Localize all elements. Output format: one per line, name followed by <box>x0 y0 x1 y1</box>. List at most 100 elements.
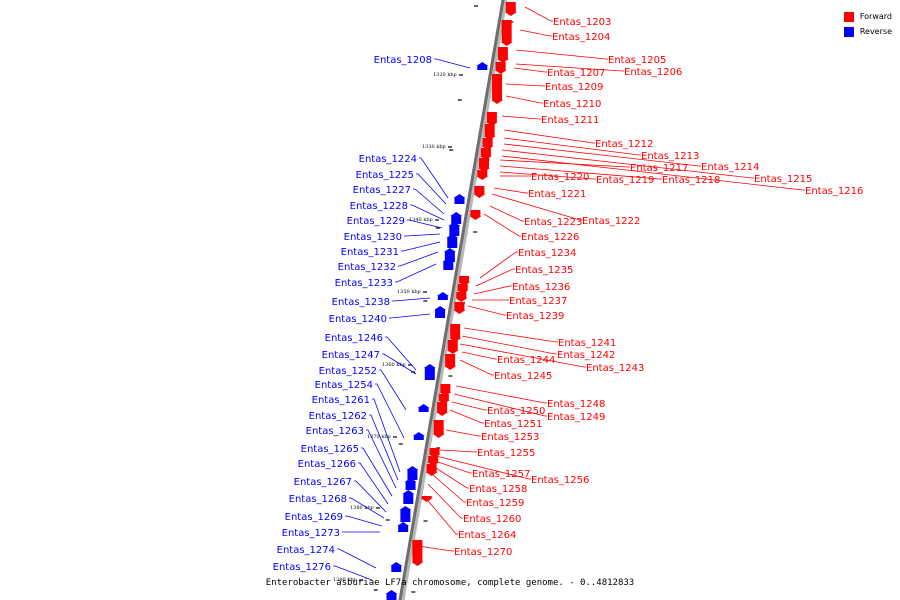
forward-gene-label: Entas_1248 <box>547 399 605 410</box>
forward-label-connector <box>491 193 582 221</box>
forward-gene <box>477 170 488 176</box>
reverse-gene-label: Entas_1254 <box>315 380 373 391</box>
reverse-label-connector <box>413 188 445 215</box>
reverse-gene-head <box>412 432 425 436</box>
gene-arrows <box>385 2 517 600</box>
forward-gene-label: Entas_1205 <box>608 55 666 66</box>
forward-label-connector <box>501 115 541 120</box>
reverse-gene-head <box>448 222 461 226</box>
reverse-gene-head <box>423 364 436 368</box>
forward-gene-label: Entas_1221 <box>528 189 586 200</box>
reverse-label-connector <box>434 58 471 69</box>
forward-gene <box>505 2 516 12</box>
forward-gene-head <box>436 412 449 416</box>
forward-gene-label: Entas_1251 <box>484 419 542 430</box>
reverse-gene-head <box>385 590 398 594</box>
forward-gene-label: Entas_1219 <box>596 175 654 186</box>
reverse-gene <box>435 310 446 318</box>
forward-gene <box>445 354 456 366</box>
forward-label-connector <box>503 143 701 167</box>
forward-gene-head <box>496 59 509 63</box>
reverse-label-connector <box>407 219 443 229</box>
forward-gene-label: Entas_1211 <box>541 115 599 126</box>
forward-label-connector <box>475 268 515 287</box>
forward-gene-head <box>469 216 482 220</box>
forward-gene <box>459 276 470 282</box>
reverse-gene-label: Entas_1276 <box>273 562 331 573</box>
forward-gene <box>437 402 448 412</box>
forward-gene-label: Entas_1218 <box>662 175 720 186</box>
forward-gene-head <box>476 176 489 180</box>
forward-gene <box>492 74 503 100</box>
forward-gene-label: Entas_1270 <box>454 547 512 558</box>
forward-label-connector <box>513 67 547 73</box>
forward-label-connector <box>459 359 494 376</box>
reverse-gene-label: Entas_1262 <box>309 411 367 422</box>
forward-gene-label: Entas_1237 <box>509 296 567 307</box>
forward-gene <box>450 324 461 338</box>
reverse-label-connector <box>404 233 441 237</box>
forward-gene-label: Entas_1222 <box>582 216 640 227</box>
forward-swatch <box>843 11 854 22</box>
reverse-gene-head <box>476 62 489 66</box>
forward-label-connector <box>455 385 547 404</box>
reverse-gene <box>386 594 397 600</box>
forward-gene <box>479 158 490 168</box>
reverse-gene <box>407 470 418 480</box>
forward-gene-label: Entas_1235 <box>515 265 573 276</box>
forward-gene <box>421 496 432 498</box>
forward-gene-head <box>453 310 466 314</box>
reverse-gene-label: Entas_1247 <box>322 350 380 361</box>
forward-gene-head <box>455 298 468 302</box>
forward-label-connector <box>461 335 557 355</box>
reverse-gene-head <box>404 478 417 482</box>
forward-gene <box>480 148 491 156</box>
forward-gene <box>429 448 440 454</box>
forward-gene <box>412 540 423 562</box>
kbp-tick-label: 1380 kbp <box>350 505 374 511</box>
reverse-gene-label: Entas_1273 <box>282 528 340 539</box>
reverse-label-connector <box>416 173 447 205</box>
forward-label-connector <box>489 205 524 222</box>
forward-gene-label: Entas_1203 <box>553 17 611 28</box>
forward-label-connector <box>431 473 466 503</box>
reverse-gene-label: Entas_1274 <box>277 545 335 556</box>
reverse-label-connector <box>395 263 437 283</box>
forward-gene-label: Entas_1260 <box>463 514 521 525</box>
kbp-tick-label: 1360 kbp <box>382 362 406 368</box>
reverse-label-connector <box>392 297 431 302</box>
forward-label-connector <box>463 327 558 343</box>
reverse-label-connector <box>345 515 383 527</box>
backbone-line <box>398 0 505 600</box>
reverse-gene-label: Entas_1227 <box>353 185 411 196</box>
forward-gene <box>454 302 465 310</box>
reverse-label-connector <box>361 447 393 497</box>
reverse-label-connector <box>375 383 405 439</box>
forward-label-connector <box>501 149 754 179</box>
forward-gene-label: Entas_1236 <box>512 282 570 293</box>
forward-gene-head <box>500 42 513 46</box>
reverse-label-connector <box>337 548 377 569</box>
reverse-gene-label: Entas_1266 <box>298 459 356 470</box>
genome-caption: Enterobacter asburiae LF7a chromosome, c… <box>265 578 635 588</box>
forward-gene-label: Entas_1239 <box>506 311 564 322</box>
chromosome-backbone <box>398 0 508 600</box>
forward-label-connector <box>524 6 553 22</box>
reverse-gene-label: Entas_1263 <box>306 426 364 437</box>
forward-label-connector <box>505 95 543 104</box>
forward-gene-head <box>473 194 486 198</box>
forward-gene <box>457 284 468 290</box>
forward-label-connector <box>499 165 662 180</box>
forward-gene-head <box>411 562 424 566</box>
forward-gene-label: Entas_1210 <box>543 99 601 110</box>
forward-gene-head <box>444 366 457 370</box>
forward-gene-label: Entas_1226 <box>521 232 579 243</box>
kbp-tick-label: 1340 kbp <box>409 217 433 223</box>
reverse-label-connector <box>419 157 449 199</box>
reverse-gene <box>437 296 448 300</box>
forward-gene-label: Entas_1213 <box>641 151 699 162</box>
forward-label-connector <box>499 159 630 168</box>
forward-gene <box>438 394 449 400</box>
forward-gene <box>456 292 467 298</box>
